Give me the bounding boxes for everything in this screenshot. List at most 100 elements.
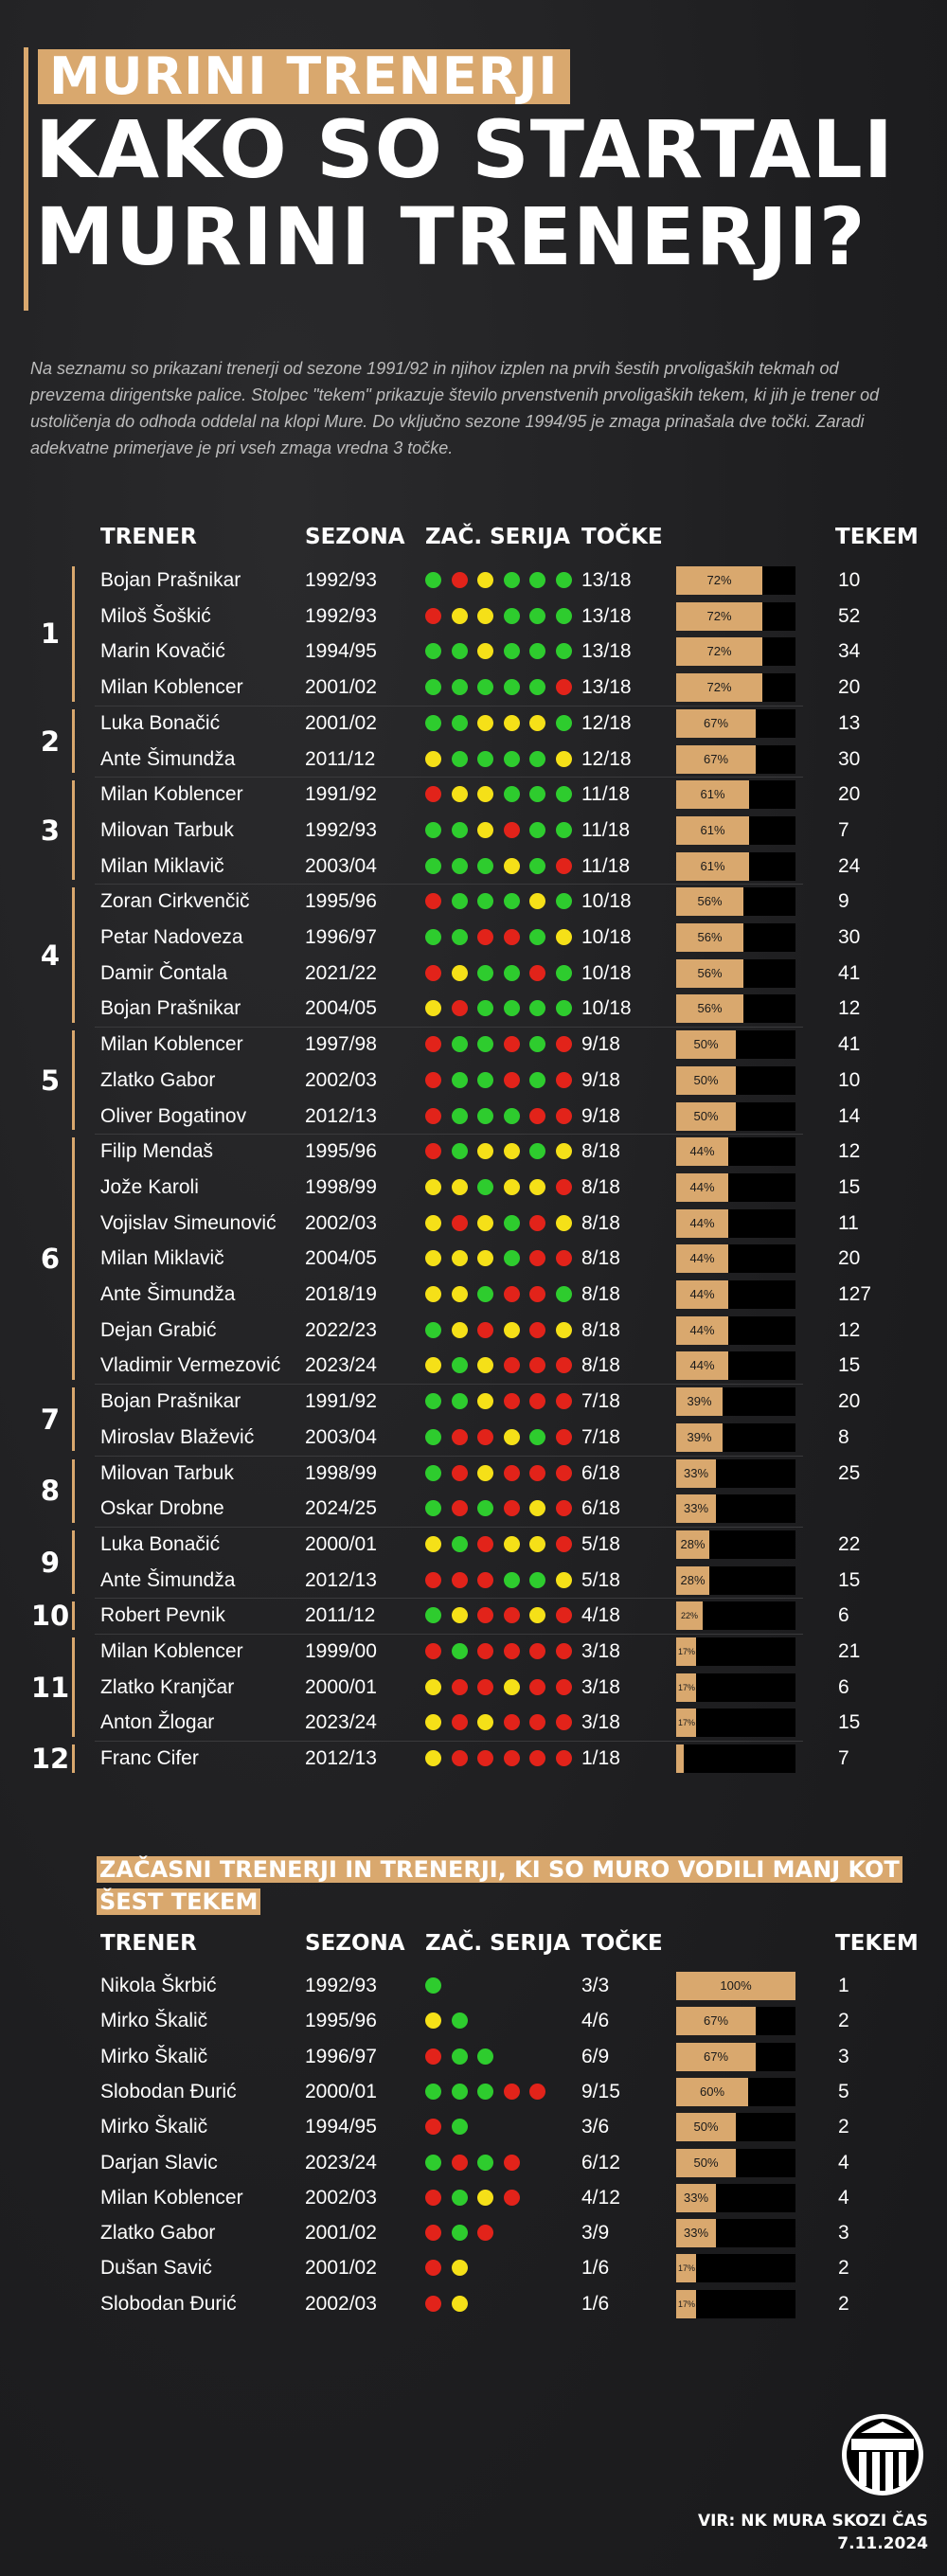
coach-name: Mirko Škalič xyxy=(100,2116,208,2138)
coach-name: Milovan Tarbuk xyxy=(100,818,234,841)
points: 8/18 xyxy=(581,1175,620,1198)
pct-bar-track: 44% xyxy=(676,1315,795,1345)
pct-bar-fill xyxy=(676,708,756,738)
win-dot xyxy=(425,2083,441,2100)
loss-dot xyxy=(529,1714,545,1731)
coach-name: Milan Koblencer xyxy=(100,1033,243,1056)
points: 1/18 xyxy=(581,1747,620,1770)
season: 2023/24 xyxy=(305,2151,377,2174)
games-count: 3 xyxy=(838,2045,849,2067)
draw-dot xyxy=(477,1357,493,1374)
draw-dot xyxy=(477,572,493,588)
rank-bracket xyxy=(72,1458,75,1523)
draw-dot xyxy=(477,607,493,624)
games-count: 22 xyxy=(838,1532,861,1555)
pct-bar-fill xyxy=(676,815,749,845)
table-row: Vladimir Vermezović 2023/24 8/18 44% 15 xyxy=(0,1348,947,1383)
coach-name: Luka Bonačić xyxy=(100,1532,221,1555)
season: 2011/12 xyxy=(305,747,376,770)
pct-label: 22% xyxy=(680,1611,698,1621)
draw-dot xyxy=(425,1286,441,1302)
games-count: 34 xyxy=(838,640,861,663)
games-count: 15 xyxy=(838,1175,861,1198)
win-dot xyxy=(503,1571,520,1588)
season: 1994/95 xyxy=(305,2116,377,2138)
streak-dots xyxy=(425,1705,581,1740)
table-row: Miloš Šoškić 1992/93 13/18 72% 52 xyxy=(0,599,947,634)
source-note: VIR: NK MURA SKOZI ČAS 7.11.2024 xyxy=(698,2510,928,2555)
coach-name: Zlatko Kranjčar xyxy=(100,1675,235,1698)
draw-dot xyxy=(425,1750,441,1767)
win-dot xyxy=(451,679,468,696)
win-dot xyxy=(451,857,468,874)
season: 2023/24 xyxy=(305,1711,377,1734)
pct-bar-fill xyxy=(676,1744,684,1774)
points: 11/18 xyxy=(581,783,630,806)
loss-dot xyxy=(555,857,572,874)
points: 6/9 xyxy=(581,2045,610,2067)
draw-dot xyxy=(451,786,468,803)
table-row: Slobodan Đurić 2000/01 9/15 60% 5 xyxy=(0,2074,947,2109)
season: 2022/23 xyxy=(305,1318,377,1341)
table-row: Miroslav Blažević 2003/04 7/18 39% 8 xyxy=(0,1420,947,1455)
pct-bar-fill xyxy=(676,1530,709,1559)
draw-dot xyxy=(425,1250,441,1267)
win-dot xyxy=(477,750,493,767)
pct-bar-fill xyxy=(676,566,762,595)
table-row: Filip Mendaš 1995/96 8/18 44% 12 xyxy=(0,1134,947,1169)
loss-dot xyxy=(503,2154,520,2171)
coach-name: Miroslav Blažević xyxy=(100,1425,255,1448)
win-dot xyxy=(503,679,520,696)
season: 2001/02 xyxy=(305,676,377,699)
win-dot xyxy=(555,1286,572,1302)
win-dot xyxy=(477,1071,493,1088)
page-title-line-2: MURINI TRENERJI? xyxy=(35,190,867,283)
group-separator xyxy=(95,1027,803,1029)
pct-bar-fill xyxy=(676,1494,716,1524)
coach-name: Marin Kovačić xyxy=(100,640,225,663)
draw-dot xyxy=(529,1535,545,1552)
season: 1991/92 xyxy=(305,1390,377,1413)
games-count: 9 xyxy=(838,890,849,913)
col-header-sezona: SEZONA xyxy=(305,525,405,549)
table-row: Milan Koblencer 1999/00 3/18 17% 21 xyxy=(0,1634,947,1669)
pct-label: 72% xyxy=(706,644,732,659)
draw-dot xyxy=(503,1178,520,1195)
table-row: Dušan Savić 2001/02 1/6 17% 2 xyxy=(0,2250,947,2285)
pct-bar-track: 33% xyxy=(676,1494,795,1524)
loss-dot xyxy=(477,1571,493,1588)
pct-bar-fill xyxy=(676,2007,756,2036)
win-dot xyxy=(555,1000,572,1017)
pct-label: 72% xyxy=(706,608,732,623)
season: 2004/05 xyxy=(305,997,377,1020)
rank-bracket xyxy=(72,780,75,881)
rank-number: 10 xyxy=(30,1600,70,1633)
streak-dots xyxy=(425,1420,581,1455)
streak-dots xyxy=(425,1206,581,1241)
rank-number: 9 xyxy=(40,1546,61,1579)
loss-dot xyxy=(529,1357,545,1374)
games-count: 3 xyxy=(838,2222,849,2245)
pct-bar-track: 50% xyxy=(676,1101,795,1131)
pct-label: 56% xyxy=(697,930,723,944)
pct-bar-track: 72% xyxy=(676,637,795,667)
loss-dot xyxy=(425,2119,441,2136)
games-count: 30 xyxy=(838,747,861,770)
loss-dot xyxy=(451,1000,468,1017)
win-dot xyxy=(451,2119,468,2136)
draw-dot xyxy=(555,1143,572,1160)
draw-dot xyxy=(503,1535,520,1552)
season: 1999/00 xyxy=(305,1640,377,1662)
pct-label: 44% xyxy=(689,1358,715,1373)
coach-name: Franc Cifer xyxy=(100,1747,199,1770)
coach-name: Milan Koblencer xyxy=(100,783,243,806)
loss-dot xyxy=(555,1357,572,1374)
streak-dots xyxy=(425,1456,581,1491)
loss-dot xyxy=(451,1750,468,1767)
season: 2003/04 xyxy=(305,1425,377,1448)
season: 2002/03 xyxy=(305,1211,377,1234)
games-count: 1 xyxy=(838,1975,849,1996)
win-dot xyxy=(451,1393,468,1410)
col2-header-tekem: TEKEM xyxy=(835,1931,919,1956)
games-count: 2 xyxy=(838,2257,849,2280)
